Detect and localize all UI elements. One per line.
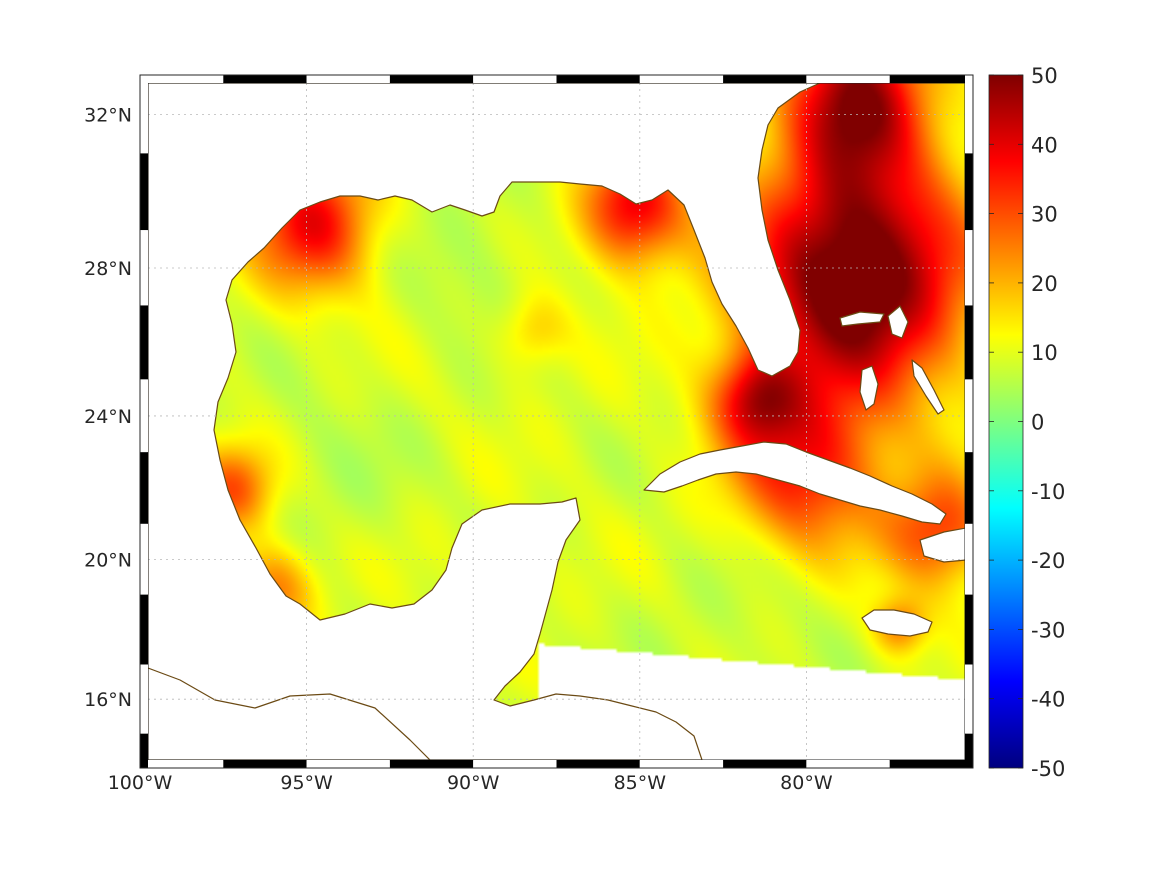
longitude-tick-label: 100°W [108, 772, 173, 794]
frame-segment-right [965, 523, 973, 595]
frame-segment-top [639, 75, 724, 83]
north-america-landmass [148, 83, 821, 760]
colorbar-tick-label: -40 [1031, 688, 1065, 712]
frame-segment-bottom [140, 760, 224, 768]
frame-segment-bottom [556, 760, 640, 768]
frame-segment-left [140, 594, 148, 665]
frame-segment-right [965, 664, 973, 734]
colorbar-tick-label: 40 [1031, 133, 1058, 157]
colorbar-tick-label: -10 [1031, 480, 1065, 504]
colorbar-tick-label: -50 [1031, 757, 1065, 781]
frame-segment-left [140, 153, 148, 231]
frame-segment-left [140, 664, 148, 734]
colorbar-tick-label: 20 [1031, 272, 1058, 296]
colorbar-gradient [988, 74, 1024, 769]
frame-segment-bottom [306, 760, 390, 768]
longitude-ticks: 100°W 95°W 90°W 85°W 80°W [108, 772, 833, 794]
frame-segment-left [140, 523, 148, 595]
frame-segment-top [389, 75, 474, 83]
colorbar-tick-label: -30 [1031, 618, 1065, 642]
frame-segment-bottom [223, 760, 307, 768]
frame-segment-top [473, 75, 557, 83]
colorbar-tick-label: 30 [1031, 203, 1058, 227]
colorbar-tick-label: -20 [1031, 549, 1065, 573]
frame-segment-right [965, 153, 973, 231]
colorbar-tick-label: 50 [1031, 64, 1058, 88]
colorbar-tick-label: 10 [1031, 341, 1058, 365]
frame-segment-right [965, 733, 973, 768]
frame-segment-left [140, 305, 148, 380]
frame-segment-left [140, 75, 148, 154]
frame-segment-bottom [473, 760, 557, 768]
latitude-tick-label: 16°N [84, 689, 132, 711]
bahamas-eleuthera [911, 359, 945, 415]
frame-segment-right [965, 75, 973, 154]
frame-segment-right [965, 305, 973, 380]
bahamas-grand [839, 311, 885, 327]
land-mask [148, 83, 965, 760]
frame-segment-top [723, 75, 807, 83]
frame-segment-left [140, 379, 148, 453]
frame-segment-top [556, 75, 640, 83]
frame-segment-left [140, 230, 148, 306]
central-america-coast [148, 667, 431, 760]
bahamas-andros [859, 365, 879, 411]
colorbar-tick-label: 0 [1031, 411, 1044, 435]
frame-segment-bottom [889, 760, 973, 768]
map-grid [148, 83, 965, 760]
bahamas-abaco [887, 305, 909, 339]
frame-segment-top [306, 75, 390, 83]
latitude-tick-label: 32°N [84, 104, 132, 126]
frame-segment-right [965, 379, 973, 453]
longitude-tick-label: 80°W [780, 772, 833, 794]
frame-segment-bottom [723, 760, 807, 768]
frame-border [139, 74, 974, 769]
cuba [643, 441, 947, 525]
hispaniola [919, 527, 965, 563]
map-frame [139, 74, 974, 769]
frame-segment-right [965, 230, 973, 306]
frame-segment-bottom [806, 760, 890, 768]
colorbar-ticks: 50 40 30 20 10 0 -10 -20 -30 -40 -50 [989, 64, 1065, 781]
frame-segment-bottom [639, 760, 724, 768]
frame-segment-bottom [389, 760, 474, 768]
latitude-ticks: 32°N 28°N 24°N 20°N 16°N [84, 104, 132, 711]
frame-segment-top [140, 75, 224, 83]
latitude-tick-label: 24°N [84, 406, 132, 428]
colorbar: 50 40 30 20 10 0 -10 -20 -30 -40 -50 [988, 64, 1065, 781]
longitude-tick-label: 95°W [280, 772, 333, 794]
longitude-tick-label: 90°W [447, 772, 500, 794]
frame-segment-left [140, 452, 148, 524]
frame-segment-left [140, 733, 148, 768]
latitude-tick-label: 20°N [84, 549, 132, 571]
frame-segment-right [965, 594, 973, 665]
frame-segment-top [889, 75, 973, 83]
frame-segment-right [965, 452, 973, 524]
frame-segment-top [806, 75, 890, 83]
longitude-tick-label: 85°W [614, 772, 667, 794]
frame-segment-top [223, 75, 307, 83]
latitude-tick-label: 28°N [84, 258, 132, 280]
jamaica [861, 609, 933, 637]
